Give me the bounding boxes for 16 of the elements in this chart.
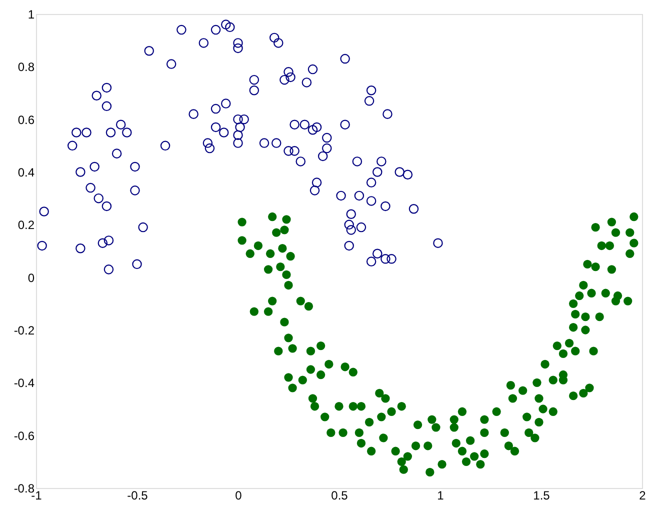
y-tick-label: -0.8 <box>14 482 35 496</box>
y-tick-label: 0.2 <box>18 218 35 232</box>
x-tick-label: 2 <box>639 488 646 502</box>
y-tick-label: 0.6 <box>18 112 35 127</box>
x-tick-label: 0.5 <box>331 488 348 502</box>
y-tick-label: -0.4 <box>14 376 35 390</box>
y-tick-label: 0 <box>28 270 35 285</box>
x-tick-label: 1 <box>437 488 444 502</box>
y-tick-label: -0.2 <box>14 324 35 338</box>
x-tick-label: 0 <box>235 488 242 502</box>
x-tick-label: -0.5 <box>127 488 148 502</box>
x-tick-label: 1.5 <box>533 488 550 502</box>
y-tick-label: 0.8 <box>18 60 35 74</box>
y-tick-label: -0.6 <box>14 428 35 443</box>
y-tick-label: 0.4 <box>18 166 35 180</box>
y-tick-label: 1 <box>28 8 35 22</box>
